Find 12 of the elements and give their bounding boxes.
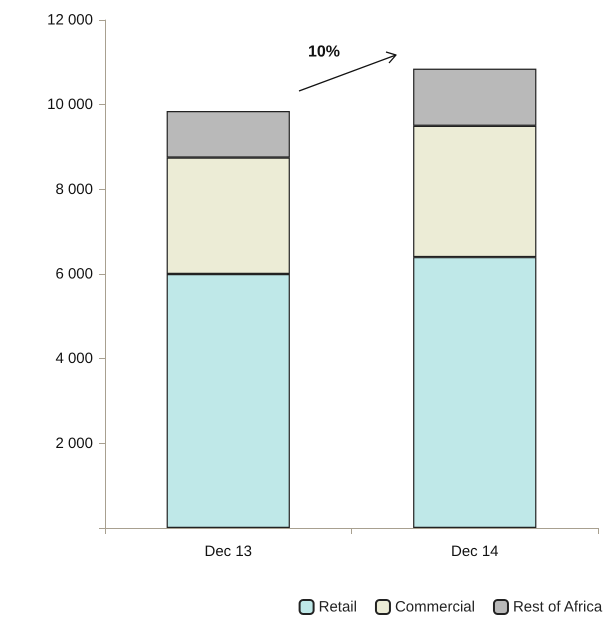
legend-label: Retail bbox=[318, 598, 357, 616]
y-tick-label: 2 000 bbox=[55, 434, 93, 452]
y-tick-label: 4 000 bbox=[55, 350, 93, 368]
y-tick-label: 12 000 bbox=[47, 12, 93, 28]
y-tick-label: 8 000 bbox=[55, 180, 93, 198]
y-tick-label: 10 000 bbox=[47, 96, 93, 114]
annotation: 10% bbox=[308, 44, 340, 60]
legend-label: Rest of Africa bbox=[512, 598, 603, 616]
x-tick-label: Dec 13 bbox=[204, 543, 252, 560]
y-tick-label: 6 000 bbox=[55, 266, 93, 282]
legend-label: Commercial bbox=[394, 598, 475, 616]
x-tick-label: Dec 14 bbox=[450, 543, 499, 560]
